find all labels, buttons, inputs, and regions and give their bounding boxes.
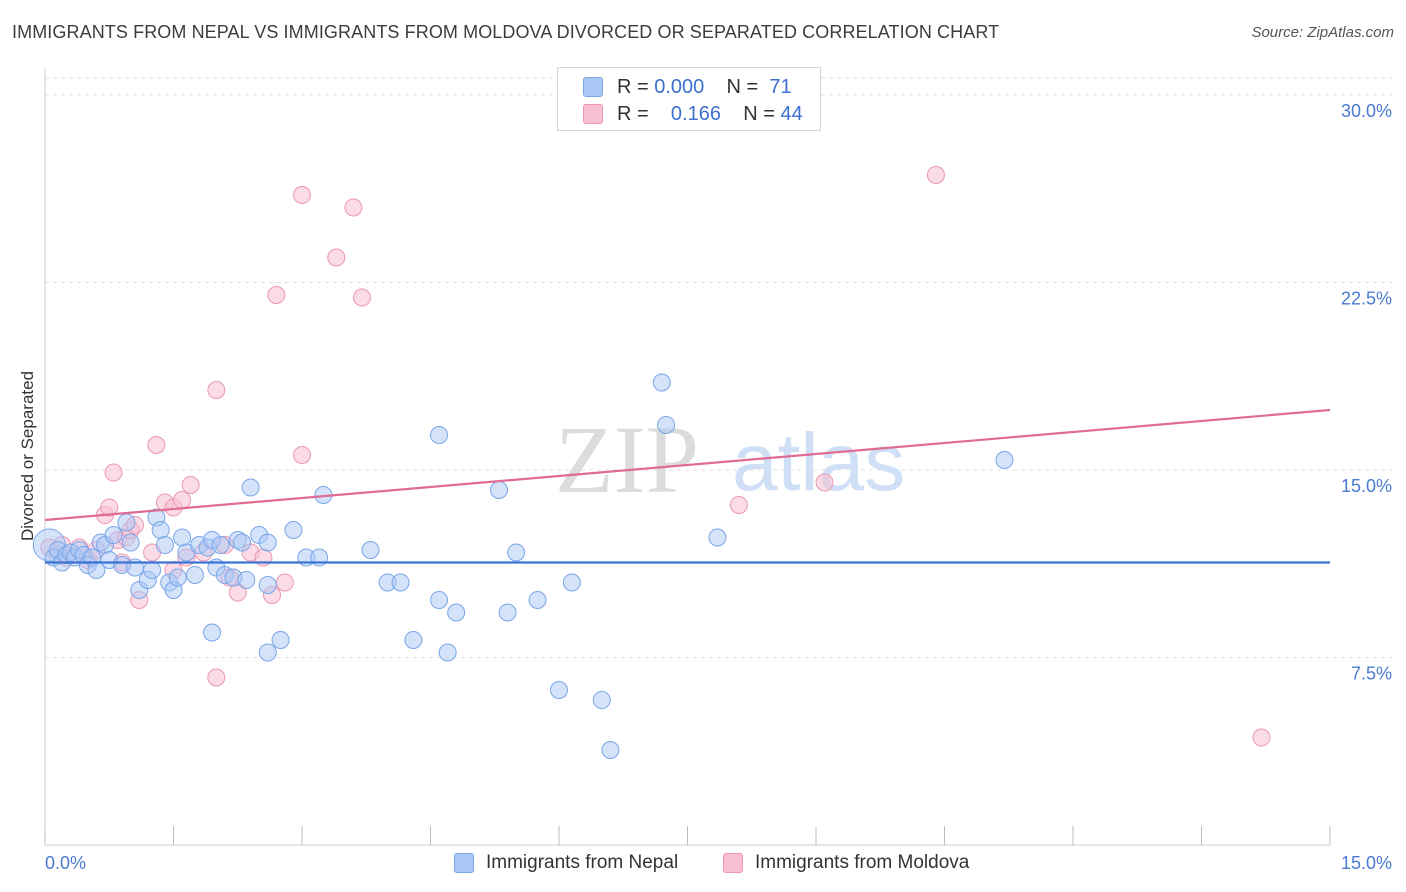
- nepal-point: [173, 528, 192, 547]
- watermark: ZIP atlas: [555, 406, 905, 513]
- moldova-swatch: [583, 104, 603, 124]
- moldova-trend-line: [44, 408, 1331, 522]
- nepal-point: [995, 451, 1014, 469]
- grid-lines: [45, 77, 1392, 658]
- nepal-point: [117, 513, 136, 532]
- nepal-point: [708, 528, 727, 547]
- nepal-point: [562, 573, 581, 592]
- y-tick-label: 7.5%: [1351, 664, 1392, 684]
- nepal-point: [143, 561, 162, 579]
- legend-label-nepal: Immigrants from Nepal: [486, 852, 679, 873]
- series-legend: Immigrants from Nepal Immigrants from Mo…: [0, 852, 1406, 878]
- moldova-point: [173, 491, 192, 509]
- moldova-point: [293, 446, 311, 464]
- nepal-point: [121, 533, 140, 552]
- r-value: 0.000: [654, 75, 705, 98]
- nepal-point: [104, 526, 123, 544]
- y-tick-label: 30.0%: [1341, 101, 1392, 121]
- nepal-point: [438, 643, 457, 662]
- nepal-legend-swatch: [454, 853, 474, 873]
- moldova-point: [327, 248, 346, 267]
- moldova-legend-swatch: [723, 853, 743, 873]
- moldova-point: [100, 498, 119, 517]
- nepal-point: [528, 591, 547, 609]
- moldova-point: [926, 166, 945, 184]
- nepal-point: [258, 576, 277, 594]
- moldova-point: [267, 286, 286, 304]
- nepal-point: [652, 373, 671, 392]
- moldova-point: [293, 186, 311, 204]
- nepal-swatch: [583, 77, 603, 97]
- nepal-point: [258, 533, 277, 552]
- moldova-point: [344, 198, 363, 217]
- nepal-point: [271, 631, 290, 649]
- nepal-point: [430, 426, 449, 444]
- moldova-point: [147, 436, 166, 454]
- moldova-point: [275, 573, 294, 592]
- nepal-point: [592, 691, 611, 709]
- legend-label-moldova: Immigrants from Moldova: [755, 852, 970, 873]
- moldova-point: [207, 668, 226, 687]
- nepal-point: [498, 603, 517, 622]
- nepal-point: [601, 741, 620, 759]
- moldova-point: [181, 476, 200, 494]
- n-value: 71: [769, 75, 792, 98]
- nepal-point: [155, 536, 174, 554]
- nepal-point: [237, 571, 256, 589]
- nepal-point: [361, 541, 380, 559]
- chart-title: IMMIGRANTS FROM NEPAL VS IMMIGRANTS FROM…: [12, 22, 1000, 42]
- moldova-point: [1252, 728, 1271, 747]
- y-tick-label: 22.5%: [1341, 289, 1392, 309]
- y-tick-labels: 7.5% 15.0% 22.5% 30.0%: [1341, 101, 1392, 684]
- nepal-point: [241, 478, 260, 497]
- legend-row-moldova: R = 0.166 N = 44: [583, 102, 803, 126]
- nepal-point: [258, 643, 277, 662]
- trend-lines: [44, 408, 1331, 564]
- nepal-point: [211, 536, 230, 554]
- legend-item-moldova: Immigrants from Moldova: [723, 852, 969, 874]
- nepal-point: [284, 521, 303, 539]
- source-note: Source: ZipAtlas.com: [1251, 24, 1394, 41]
- axes: [44, 68, 1331, 846]
- y-axis-label: Divorced or Separated: [18, 371, 37, 541]
- series-nepal-points: [32, 373, 1014, 759]
- moldova-point: [207, 381, 226, 399]
- nepal-point: [404, 631, 423, 649]
- x-tick-label: 0.0%: [45, 853, 86, 873]
- nepal-point: [233, 533, 252, 552]
- nepal-point: [168, 568, 187, 587]
- legend-row-nepal: R = 0.000 N = 71: [583, 75, 792, 99]
- nepal-point: [490, 481, 509, 499]
- r-label: R =: [617, 75, 649, 98]
- n-value: 44: [780, 102, 803, 125]
- correlation-legend: R = 0.000 N = 71 R = 0.166 N = 44: [557, 67, 821, 131]
- n-label: N =: [743, 102, 775, 125]
- nepal-point: [550, 681, 568, 699]
- moldova-point: [729, 496, 748, 514]
- nepal-point: [657, 416, 676, 434]
- watermark-atlas: atlas: [732, 417, 905, 508]
- nepal-point: [151, 521, 170, 539]
- nepal-point: [447, 603, 466, 622]
- nepal-point: [507, 543, 526, 562]
- y-tick-label: 15.0%: [1341, 476, 1392, 496]
- nepal-point: [203, 623, 222, 642]
- nepal-point: [185, 566, 204, 584]
- r-value: 0.166: [670, 102, 721, 125]
- x-tick-labels: 0.0% 15.0%: [45, 853, 1392, 873]
- moldova-point: [104, 463, 123, 482]
- nepal-point: [430, 591, 449, 609]
- moldova-point: [352, 288, 371, 307]
- r-label: R =: [617, 102, 649, 125]
- watermark-zip: ZIP: [555, 406, 699, 513]
- x-tick-label: 15.0%: [1341, 853, 1392, 873]
- n-label: N =: [726, 75, 759, 98]
- moldova-point: [815, 473, 834, 492]
- nepal-point: [391, 573, 410, 592]
- legend-item-nepal: Immigrants from Nepal: [454, 852, 678, 874]
